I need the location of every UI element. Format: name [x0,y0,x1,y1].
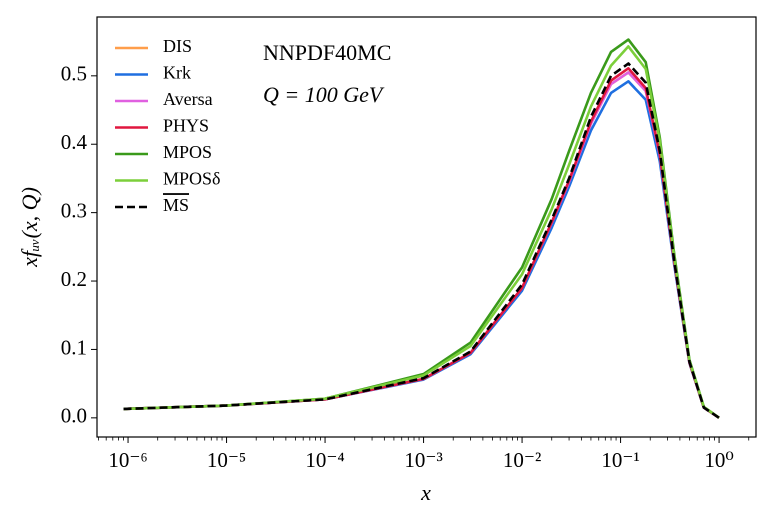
annotation: NNPDF40MC [263,40,391,65]
y-tick-label: 0.1 [61,335,87,359]
x-tick-label: 10⁻⁵ [207,448,246,472]
y-tick-label: 0.4 [61,130,88,154]
legend-label: MPOSδ [163,169,221,189]
x-tick-label: 10⁻⁴ [305,448,344,472]
x-tick-label: 10⁻⁶ [108,448,147,472]
legend-label: MS [163,195,189,215]
x-tick-label: 10⁻³ [404,448,442,472]
y-axis-label: xfᵤᵥ(x, Q) [17,187,42,268]
legend-label: MPOS [163,142,212,162]
legend-label: DIS [163,36,192,56]
x-axis-label: x [420,480,431,505]
y-tick-label: 0.2 [61,267,87,291]
y-tick-label: 0.5 [61,62,87,86]
y-tick-label: 0.3 [61,198,87,222]
annotation: Q = 100 GeV [263,82,385,107]
y-tick-label: 0.0 [61,404,87,428]
x-tick-label: 10⁰ [704,448,733,472]
legend-label: PHYS [163,116,209,136]
series-line [123,62,720,419]
x-tick-label: 10⁻¹ [601,448,639,472]
plot-frame [96,16,757,438]
legend-label: Krk [163,63,191,83]
legend-label: Aversa [163,89,213,109]
x-tick-label: 10⁻² [503,448,541,472]
